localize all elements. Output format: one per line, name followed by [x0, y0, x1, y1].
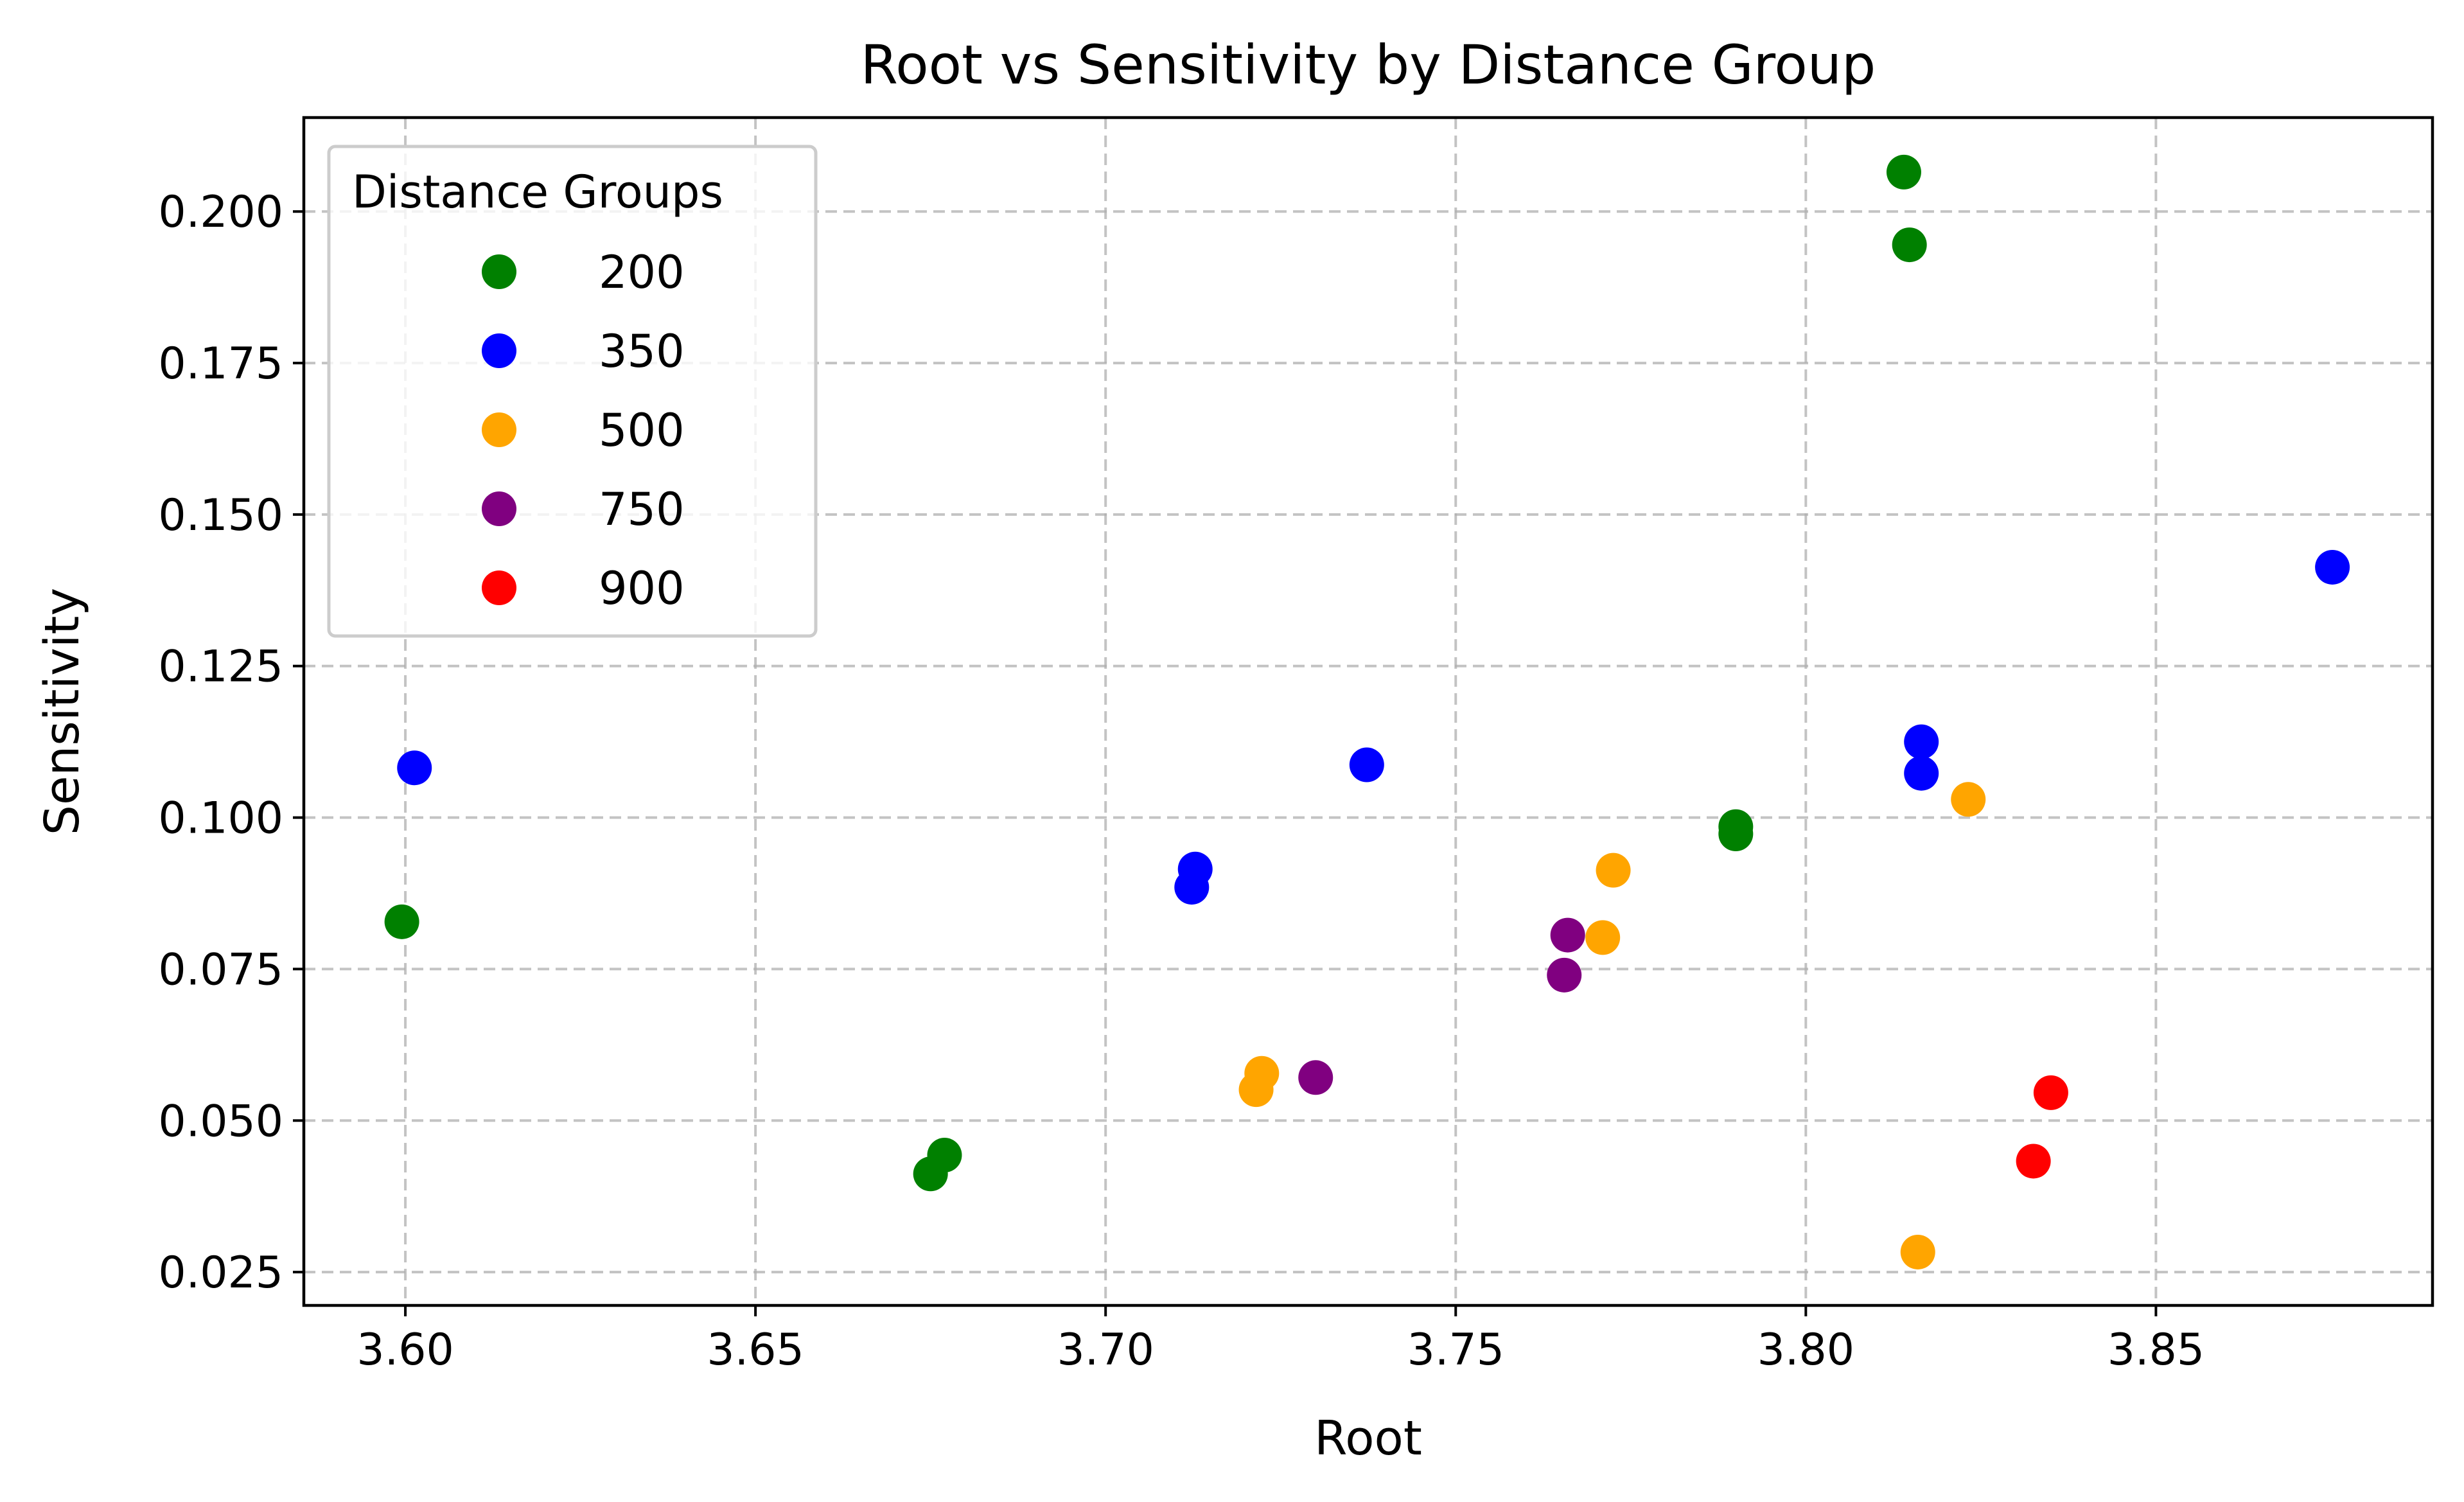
legend-marker-750 [482, 491, 516, 526]
legend-box [327, 145, 818, 638]
scatter-point-750 [1298, 1060, 1333, 1095]
scatter-point-750 [1550, 917, 1585, 953]
scatter-point-350 [1904, 755, 1939, 791]
y-tick-label: 0.175 [158, 339, 283, 389]
y-tick-label: 0.075 [158, 944, 283, 995]
legend-entries: 200 350 500 750 900 [482, 246, 685, 615]
y-tick-label: 0.150 [158, 490, 283, 541]
x-tick-label: 3.70 [1057, 1325, 1154, 1375]
chart-title: Root vs Sensitivity by Distance Group [861, 33, 1876, 96]
scatter-point-350 [1177, 851, 1213, 887]
x-tick-label: 3.60 [356, 1325, 453, 1375]
gridlines [304, 118, 2433, 1305]
scatter-point-350 [1904, 724, 1939, 759]
legend-title: Distance Groups [352, 166, 723, 218]
y-tick-label: 0.025 [158, 1248, 283, 1298]
scatter-point-500 [1244, 1056, 1280, 1091]
legend: Distance Groups 200 350 500 750 900 [327, 145, 818, 638]
legend-label-350: 350 [599, 325, 685, 378]
scatter-point-200 [1886, 154, 1921, 190]
scatter-point-500 [1900, 1234, 1935, 1269]
data-points [384, 154, 2350, 1269]
legend-label-750: 750 [599, 483, 685, 536]
scatter-point-350 [1349, 747, 1384, 782]
scatter-point-200 [927, 1138, 962, 1173]
x-tick-label: 3.80 [1757, 1325, 1854, 1375]
y-tick-label: 0.200 [158, 187, 283, 238]
scatter-point-900 [2016, 1144, 2051, 1179]
scatter-point-200 [384, 904, 419, 939]
y-tick-label: 0.100 [158, 793, 283, 844]
y-tick-label: 0.125 [158, 642, 283, 693]
scatter-point-350 [2315, 549, 2350, 585]
scatter-point-500 [1585, 920, 1621, 955]
x-tick-label: 3.75 [1407, 1325, 1504, 1375]
legend-marker-500 [482, 412, 516, 447]
scatter-point-200 [1892, 227, 1927, 263]
legend-marker-350 [482, 333, 516, 368]
legend-marker-200 [482, 254, 516, 289]
scatter-point-500 [1951, 782, 1986, 817]
legend-label-500: 500 [599, 404, 685, 457]
legend-label-200: 200 [599, 246, 685, 299]
x-tick-label: 3.85 [2108, 1325, 2204, 1375]
scatter-point-750 [1547, 957, 1582, 993]
legend-label-900: 900 [599, 562, 685, 615]
x-axis-label: Root [1314, 1411, 1422, 1466]
scatter-point-350 [397, 750, 432, 786]
x-tick-label: 3.65 [707, 1325, 804, 1375]
scatter-point-900 [2033, 1075, 2068, 1110]
legend-marker-900 [482, 570, 516, 605]
y-axis-label: Sensitivity [35, 588, 90, 835]
axis-ticks: 3.60 3.65 3.70 3.75 3.80 3.85 0.025 0.050 0.075 0… [158, 187, 2204, 1375]
scatter-point-200 [1718, 817, 1754, 852]
plot-area-frame [302, 116, 2434, 1307]
scatter-point-500 [1596, 853, 1631, 888]
y-tick-label: 0.050 [158, 1096, 283, 1147]
